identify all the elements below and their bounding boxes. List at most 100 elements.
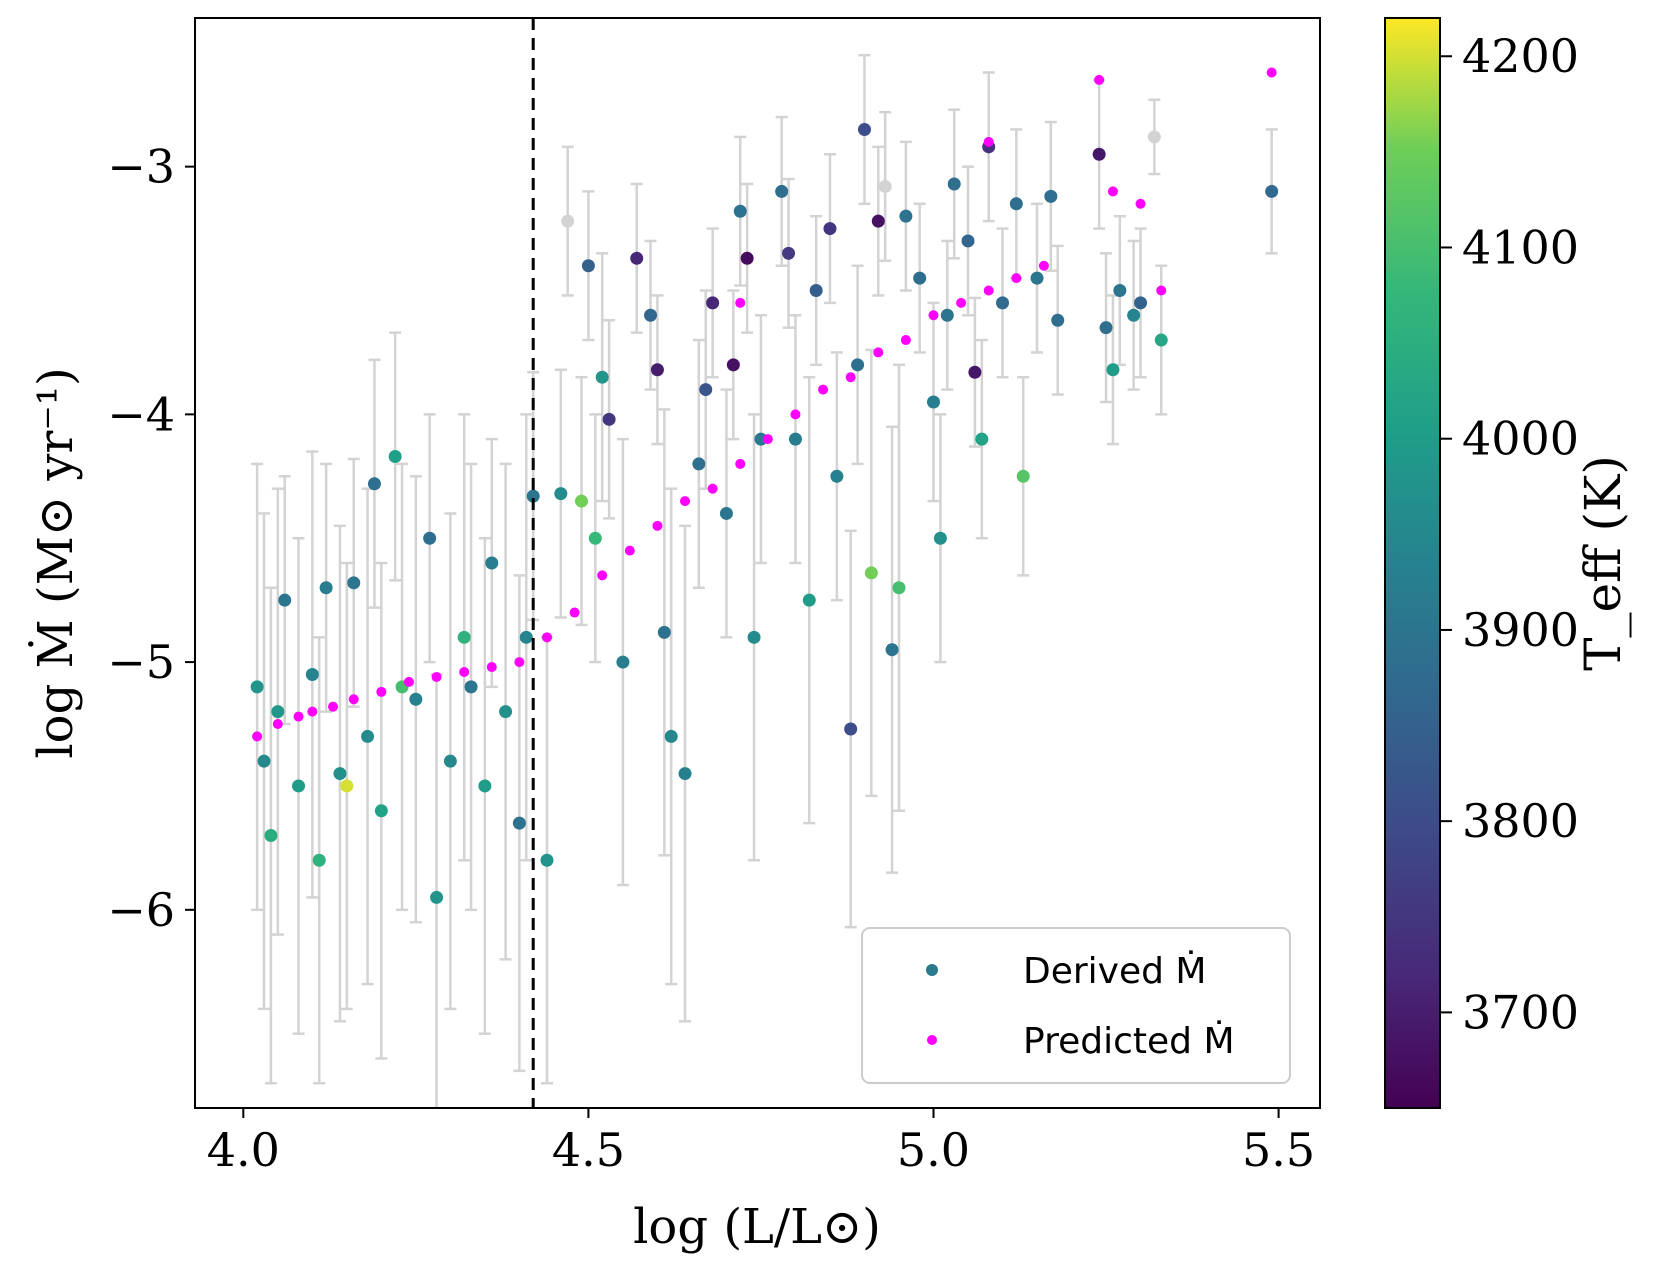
x-tick-label: 5.5 xyxy=(1242,1123,1315,1177)
derived-point xyxy=(851,358,865,372)
derived-point xyxy=(409,692,423,706)
derived-point xyxy=(561,214,575,228)
predicted-point xyxy=(293,711,304,722)
predicted-point xyxy=(514,657,525,668)
derived-point xyxy=(975,432,989,446)
derived-point xyxy=(692,457,706,471)
predicted-point xyxy=(486,662,497,673)
derived-point xyxy=(1009,197,1023,211)
derived-point xyxy=(775,184,789,198)
derived-point xyxy=(857,122,871,136)
derived-point xyxy=(374,804,388,818)
derived-point xyxy=(968,365,982,379)
derived-series xyxy=(250,122,1279,904)
derived-point xyxy=(719,506,733,520)
derived-point xyxy=(305,667,319,681)
derived-point xyxy=(347,576,361,590)
x-tick-label: 4.5 xyxy=(552,1123,625,1177)
predicted-point xyxy=(707,483,718,494)
predicted-point xyxy=(818,384,829,395)
predicted-point xyxy=(1135,198,1146,209)
colorbar-tick-label: 3800 xyxy=(1462,794,1579,848)
x-tick-label: 5.0 xyxy=(897,1123,970,1177)
predicted-point xyxy=(459,667,470,677)
y-axis-ticks: −6 −5 −4 −3 xyxy=(107,140,195,937)
derived-point xyxy=(899,209,913,223)
derived-point xyxy=(581,259,595,273)
predicted-point xyxy=(928,310,939,321)
derived-point xyxy=(830,469,844,483)
predicted-point xyxy=(431,671,442,682)
predicted-series xyxy=(252,67,1277,742)
derived-point xyxy=(271,705,285,719)
derived-point xyxy=(1127,308,1141,322)
legend: Derived Ṁ Predicted Ṁ xyxy=(861,927,1291,1084)
derived-point xyxy=(996,296,1010,310)
predicted-point xyxy=(652,520,663,531)
predicted-point xyxy=(348,694,359,705)
predicted-point xyxy=(376,686,387,697)
derived-point xyxy=(1092,147,1106,161)
colorbar-tick-label: 3700 xyxy=(1462,985,1579,1039)
derived-point xyxy=(1044,189,1058,203)
derived-point xyxy=(361,729,375,743)
derived-point xyxy=(1030,271,1044,285)
derived-point xyxy=(1099,321,1113,335)
derived-point xyxy=(1265,184,1279,198)
derived-point xyxy=(885,643,899,657)
derived-point xyxy=(1113,284,1127,297)
derived-point xyxy=(526,489,540,503)
x-tick-label: 4.0 xyxy=(207,1123,280,1177)
derived-point xyxy=(388,449,402,463)
derived-point xyxy=(644,308,658,322)
derived-point xyxy=(699,383,713,397)
derived-point xyxy=(333,767,347,781)
legend-predicted-label: Predicted Ṁ xyxy=(1023,1020,1235,1062)
derived-point xyxy=(678,767,692,781)
derived-point xyxy=(278,593,292,607)
derived-point xyxy=(782,246,796,260)
derived-point xyxy=(961,234,975,248)
derived-point xyxy=(319,581,333,595)
derived-point xyxy=(485,556,499,570)
derived-point xyxy=(443,754,457,768)
predicted-point xyxy=(873,347,884,358)
derived-point xyxy=(430,890,444,904)
predicted-point xyxy=(1038,260,1049,271)
derived-point xyxy=(878,179,892,193)
derived-point xyxy=(1154,333,1168,347)
derived-point xyxy=(340,779,354,793)
colorbar-ticks: 3700 3800 3900 4000 4100 4200 xyxy=(1440,29,1579,1039)
predicted-point xyxy=(983,136,994,147)
derived-point xyxy=(464,680,478,694)
derived-point xyxy=(726,358,740,372)
derived-point xyxy=(892,581,906,595)
derived-point xyxy=(499,705,513,719)
derived-point xyxy=(1016,469,1030,483)
predicted-point xyxy=(1107,186,1118,197)
colorbar-tick-label: 4000 xyxy=(1462,412,1579,466)
derived-point xyxy=(588,531,602,545)
y-tick-label: −5 xyxy=(107,635,175,689)
predicted-point xyxy=(328,701,339,712)
predicted-point xyxy=(845,372,856,383)
derived-point xyxy=(740,251,754,265)
predicted-point xyxy=(624,545,635,556)
derived-point xyxy=(664,729,678,743)
derived-point xyxy=(1147,130,1161,144)
derived-point xyxy=(554,487,568,501)
derived-point xyxy=(616,655,630,669)
derived-point xyxy=(933,531,947,545)
x-axis-label: log (L/L⊙) xyxy=(633,1199,881,1255)
derived-point xyxy=(478,779,492,793)
predicted-point xyxy=(1156,285,1167,296)
derived-point xyxy=(292,779,306,793)
predicted-point xyxy=(272,719,283,730)
derived-point xyxy=(367,477,381,491)
predicted-point xyxy=(597,570,608,581)
predicted-point xyxy=(1266,67,1277,78)
derived-point xyxy=(457,630,471,644)
predicted-point xyxy=(569,607,580,618)
